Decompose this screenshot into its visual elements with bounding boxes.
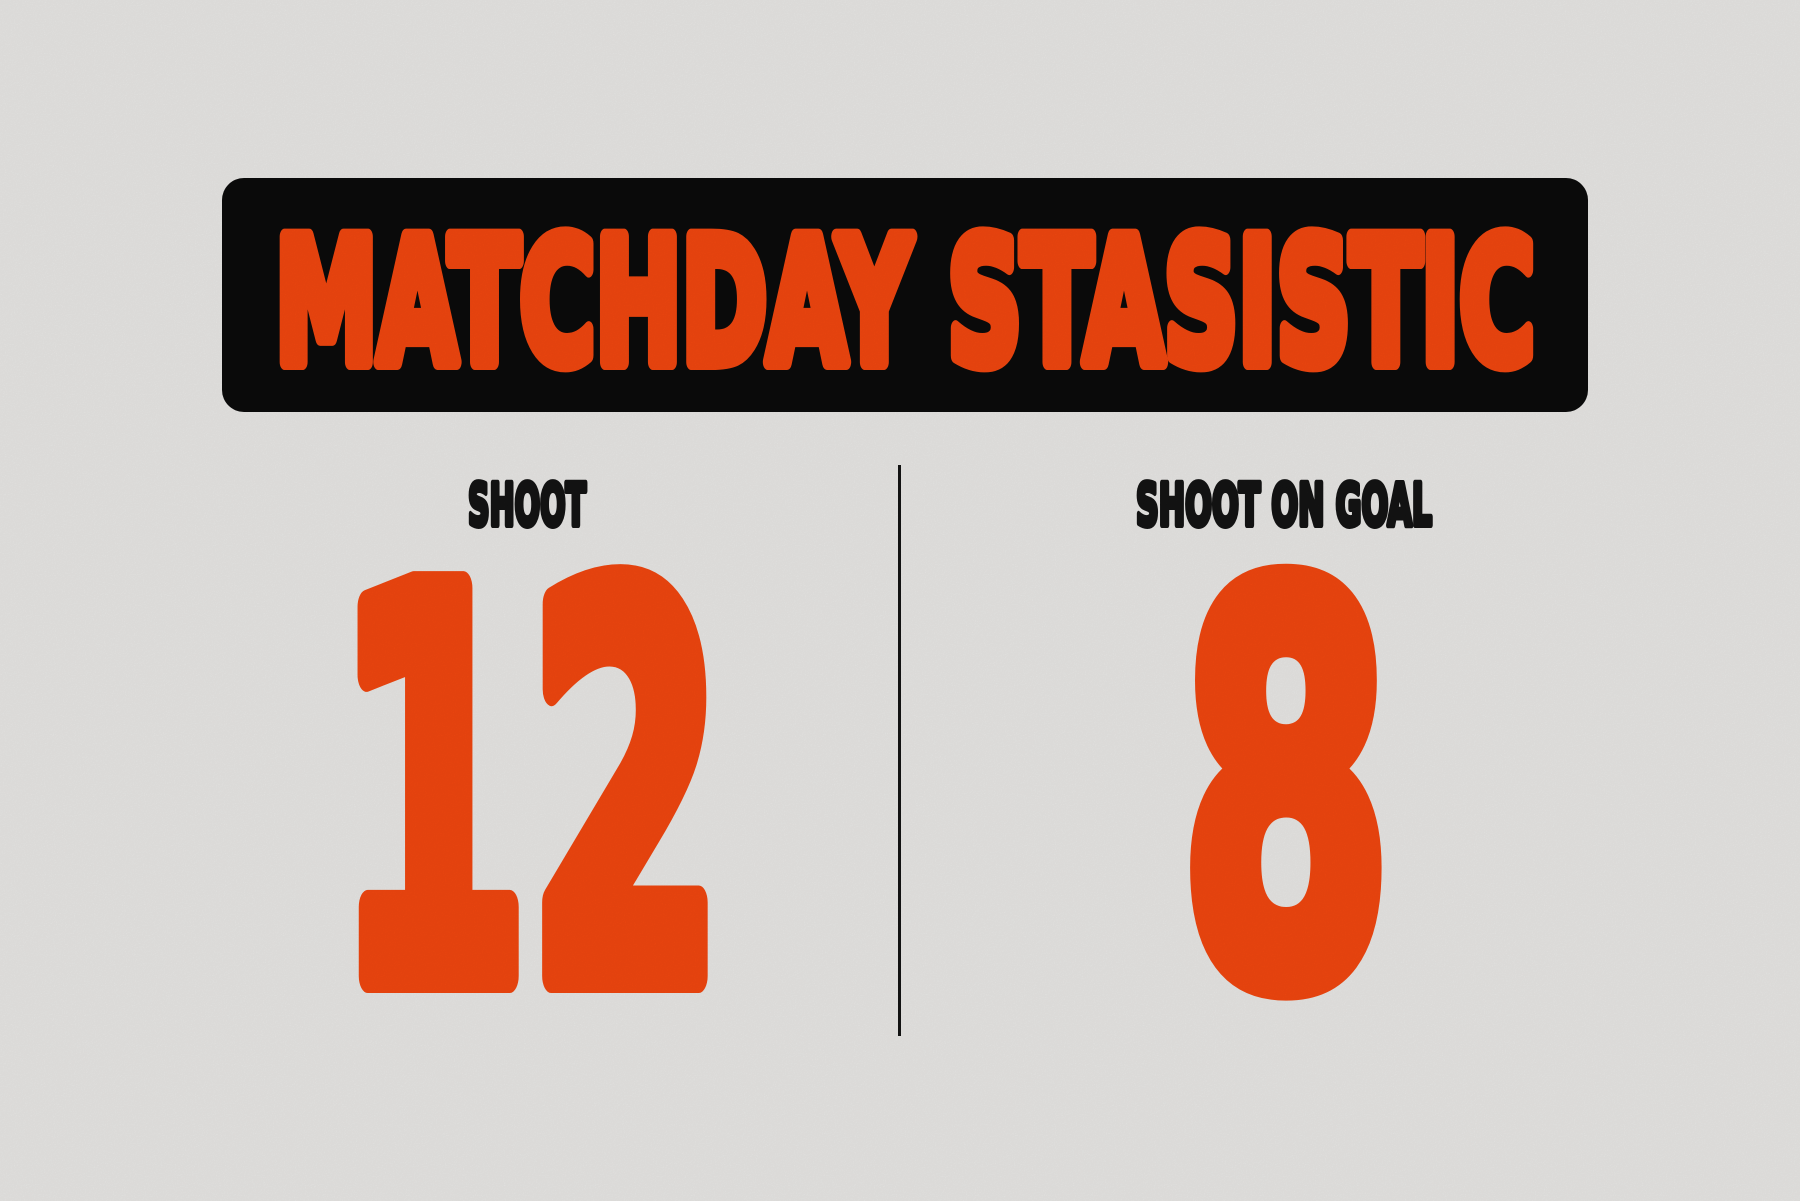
poster-title: MATCHDAY STASISTIC [275,202,1535,403]
stat-value-shoot: 12 [335,483,723,1102]
stat-value-shoot-on-goal: 8 [1180,479,1392,1105]
